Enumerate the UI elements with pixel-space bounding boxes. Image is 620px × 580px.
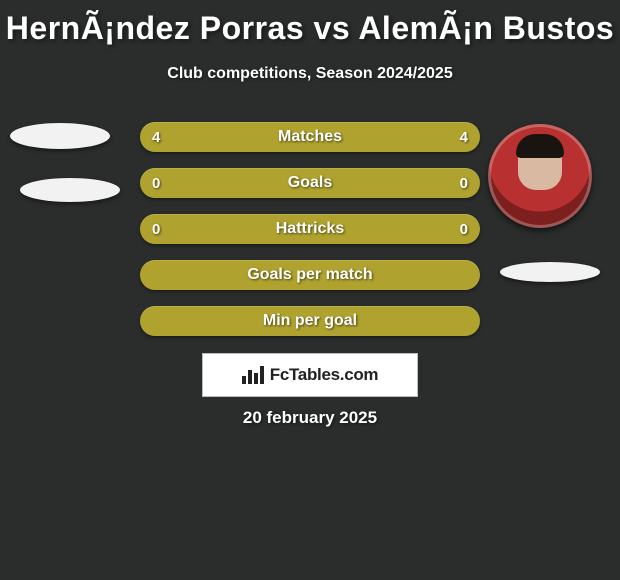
- stat-label: Min per goal: [140, 306, 480, 336]
- stat-right-value: 0: [460, 214, 468, 244]
- brand-label: FcTables.com: [270, 365, 379, 385]
- player1-placeholder-1: [10, 123, 110, 149]
- stats-bars: 4 Matches 4 0 Goals 0 0 Hattricks 0 Goal…: [140, 122, 480, 352]
- stat-right-value: 4: [460, 122, 468, 152]
- brand-box: FcTables.com: [202, 353, 418, 397]
- player2-placeholder: [500, 262, 600, 282]
- stat-label: Matches: [140, 122, 480, 152]
- player1-placeholder-2: [20, 178, 120, 202]
- bars-icon: [242, 366, 264, 384]
- stat-label: Goals per match: [140, 260, 480, 290]
- stat-label: Goals: [140, 168, 480, 198]
- stat-row-goals: 0 Goals 0: [140, 168, 480, 198]
- page-title: HernÃ¡ndez Porras vs AlemÃ¡n Bustos: [0, 0, 620, 47]
- date-label: 20 february 2025: [0, 408, 620, 428]
- stat-row-hattricks: 0 Hattricks 0: [140, 214, 480, 244]
- stat-label: Hattricks: [140, 214, 480, 244]
- subtitle: Club competitions, Season 2024/2025: [0, 65, 620, 83]
- stat-row-min-per-goal: Min per goal: [140, 306, 480, 336]
- stat-row-goals-per-match: Goals per match: [140, 260, 480, 290]
- player2-avatar: [488, 124, 592, 228]
- stat-row-matches: 4 Matches 4: [140, 122, 480, 152]
- stat-right-value: 0: [460, 168, 468, 198]
